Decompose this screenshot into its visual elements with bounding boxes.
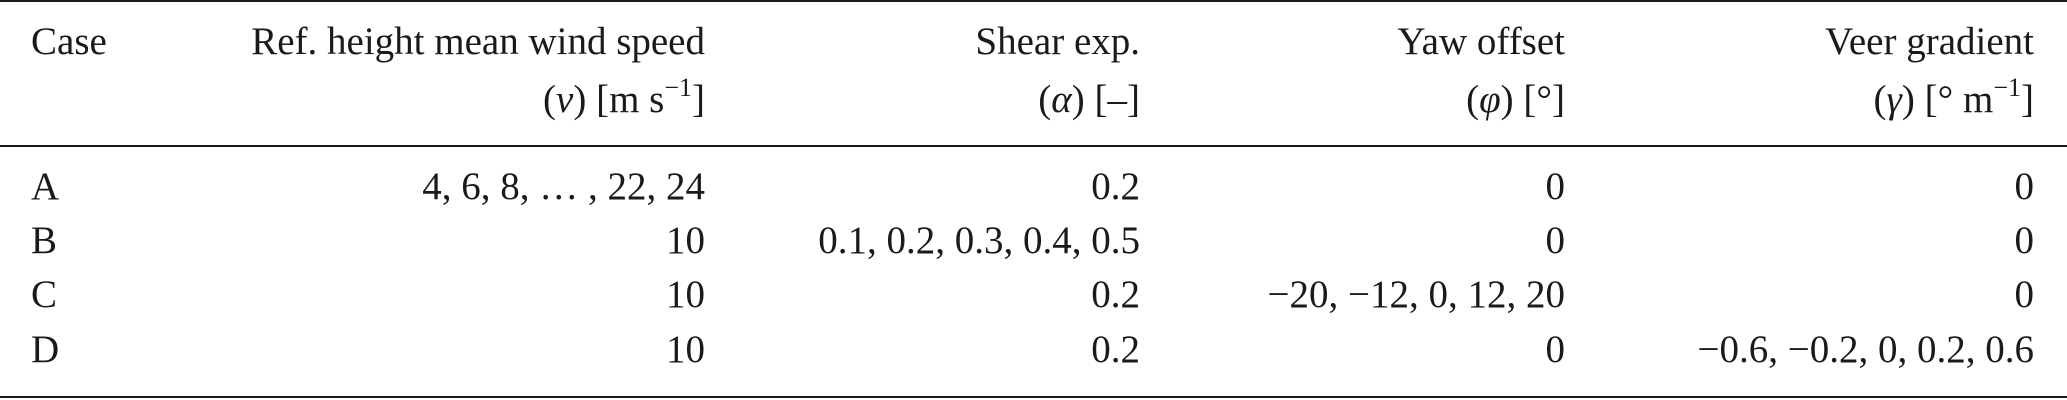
table-row-a-case: A	[31, 165, 60, 208]
speed-symbol: v	[556, 78, 574, 121]
table-row-c-shear: 0.2	[1091, 273, 1140, 316]
speed-unit-exponent: −1	[664, 73, 692, 102]
table-row-b-veer: 0	[2014, 219, 2035, 262]
table-row-c-veer: 0	[2014, 273, 2035, 316]
table-row-c-case: C	[31, 273, 58, 316]
header-speed: Ref. height mean wind speed	[251, 20, 705, 63]
table-top-rule	[0, 0, 2067, 2]
table-row-a-veer: 0	[2014, 165, 2035, 208]
table-row-d-speed: 10	[666, 328, 705, 371]
header-veer-unit: (γ) [° m−1]	[1873, 73, 2034, 121]
header-yaw: Yaw offset	[1397, 20, 1565, 63]
yaw-symbol: φ	[1479, 78, 1501, 121]
shear-unit: [–]	[1094, 78, 1140, 121]
header-yaw-unit: (φ) [°]	[1466, 78, 1565, 121]
veer-unit-exponent: −1	[1993, 73, 2021, 102]
yaw-unit: [°]	[1523, 78, 1565, 121]
header-veer: Veer gradient	[1825, 20, 2034, 63]
header-case: Case	[31, 20, 107, 63]
header-speed-unit: (v) [m s−1]	[543, 73, 705, 121]
table-row-b-yaw: 0	[1545, 219, 1566, 262]
veer-unit-close: ]	[2021, 78, 2034, 121]
table-row-d-yaw: 0	[1545, 328, 1566, 371]
table-row-a-shear: 0.2	[1091, 165, 1140, 208]
shear-symbol: α	[1051, 78, 1072, 121]
table-bottom-rule	[0, 396, 2067, 398]
table-header-rule	[0, 145, 2067, 147]
header-shear-unit: (α) [–]	[1038, 78, 1140, 121]
table-row-b-shear: 0.1, 0.2, 0.3, 0.4, 0.5	[818, 219, 1140, 262]
veer-unit: [° m	[1924, 78, 1994, 121]
table-row-d-veer: −0.6, −0.2, 0, 0.2, 0.6	[1697, 328, 2035, 371]
veer-symbol: γ	[1886, 78, 1902, 121]
table-row-a-speed: 4, 6, 8, … , 22, 24	[422, 165, 705, 208]
speed-unit: [m s	[596, 78, 665, 121]
header-shear: Shear exp.	[975, 20, 1140, 63]
table-row-a-yaw: 0	[1545, 165, 1566, 208]
table-row-b-speed: 10	[666, 219, 705, 262]
table-row-c-yaw: −20, −12, 0, 12, 20	[1267, 273, 1566, 316]
table-row-d-shear: 0.2	[1091, 328, 1140, 371]
table-row-d-case: D	[31, 328, 60, 371]
table-row-c-speed: 10	[666, 273, 705, 316]
table-row-b-case: B	[31, 219, 58, 262]
speed-unit-close: ]	[692, 78, 705, 121]
